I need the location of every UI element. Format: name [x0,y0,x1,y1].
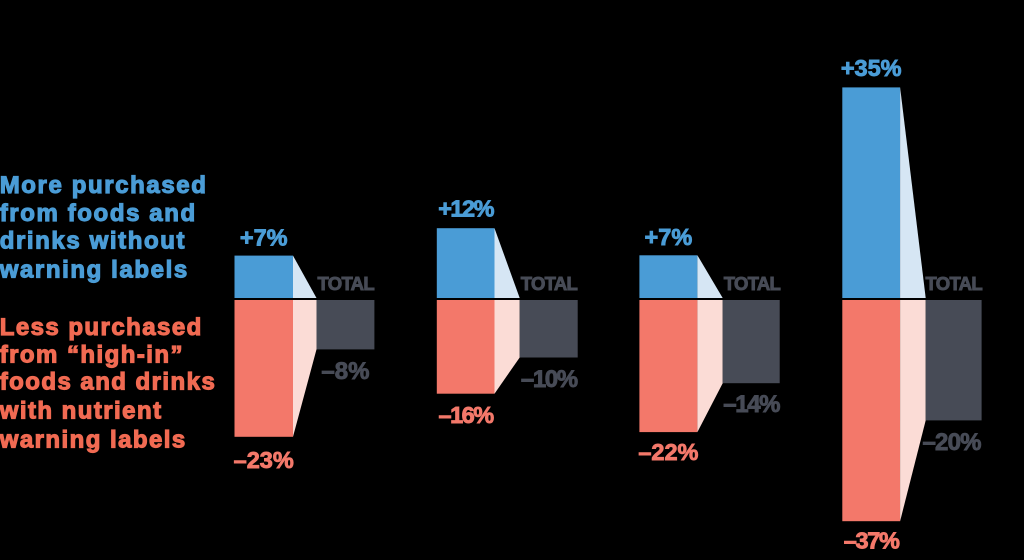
svg-text:+35%: +35% [841,55,902,81]
svg-text:Less purchased: Less purchased [0,314,203,341]
svg-text:–10%: –10% [521,366,578,393]
svg-text:with nutrient: with nutrient [0,398,163,425]
svg-text:TOTAL: TOTAL [724,273,781,294]
svg-text:TOTAL: TOTAL [318,273,375,294]
svg-text:–22%: –22% [638,439,698,465]
svg-text:from foods and: from foods and [0,200,197,227]
svg-text:drinks without: drinks without [0,228,186,255]
svg-text:+7%: +7% [240,224,288,250]
svg-text:TOTAL: TOTAL [926,273,983,294]
svg-text:+7%: +7% [645,224,693,250]
svg-text:–16%: –16% [439,402,495,428]
svg-text:foods and drinks: foods and drinks [0,369,216,396]
svg-text:TOTAL: TOTAL [521,273,578,294]
svg-text:warning labels: warning labels [0,257,189,284]
svg-text:warning labels: warning labels [0,427,187,454]
svg-text:–37%: –37% [844,528,900,554]
svg-text:–14%: –14% [723,391,780,418]
svg-text:from “high-in”: from “high-in” [0,341,184,368]
svg-text:+12%: +12% [438,195,494,221]
svg-text:–8%: –8% [321,358,369,385]
svg-text:More purchased: More purchased [0,172,207,199]
svg-text:–20%: –20% [923,429,982,456]
svg-text:–23%: –23% [234,447,294,473]
